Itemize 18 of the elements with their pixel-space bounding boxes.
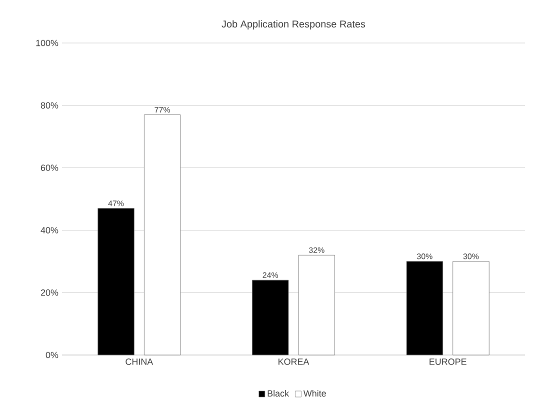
chart-title: Job Application Response Rates — [222, 20, 366, 30]
bar — [98, 208, 134, 356]
bar — [298, 254, 336, 356]
bar — [452, 261, 490, 356]
y-tick-label: 60% — [40, 164, 58, 171]
legend-label: Black — [268, 390, 290, 397]
y-tick-label: 40% — [40, 227, 58, 234]
y-tick-label: 100% — [36, 40, 58, 46]
y-tick-label: 80% — [40, 102, 58, 109]
y-tick-label: 20% — [40, 289, 58, 296]
bar — [144, 114, 181, 356]
bar — [252, 280, 289, 356]
x-tick-label: KOREA — [278, 358, 310, 365]
x-tick-label: EUROPE — [430, 358, 466, 365]
bar — [406, 261, 444, 356]
legend-label: White — [303, 390, 326, 397]
y-tick-label: 0% — [46, 352, 58, 358]
x-tick-label: CHINA — [126, 358, 154, 365]
